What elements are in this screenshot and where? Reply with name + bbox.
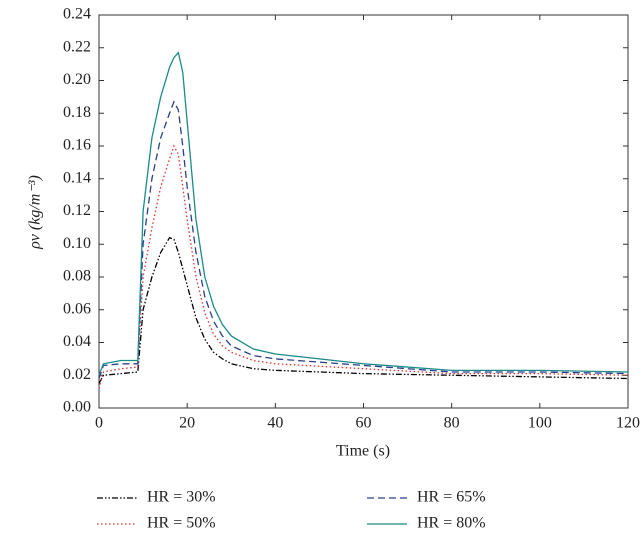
x-tick-label: 40	[267, 415, 283, 432]
y-tick-label: 0.10	[63, 235, 91, 252]
y-tick-label: 0.00	[63, 399, 91, 416]
plot-frame	[98, 14, 629, 409]
y-tick-label: 0.24	[63, 6, 91, 23]
x-tick-label: 60	[356, 415, 372, 432]
y-tick-label: 0.02	[63, 366, 91, 383]
series-line	[98, 144, 629, 389]
y-tick-label: 0.06	[63, 300, 91, 317]
x-tick-label: 80	[444, 415, 460, 432]
x-axis-label: Time (s)	[336, 443, 390, 460]
y-tick-label: 0.12	[63, 202, 91, 219]
legend-label: HR = 30%	[147, 489, 216, 506]
y-tick-label: 0.04	[63, 333, 91, 350]
series-line	[98, 236, 629, 384]
legend-label: HR = 50%	[147, 515, 216, 532]
x-tick-label: 120	[616, 415, 640, 432]
y-axis-label: ρv (kg/m⁻³)	[27, 175, 44, 250]
legend-label: HR = 80%	[417, 515, 486, 532]
y-tick-label: 0.14	[63, 169, 91, 186]
y-tick-label: 0.20	[63, 71, 91, 88]
legend-label: HR = 65%	[417, 489, 486, 506]
y-tick-label: 0.22	[63, 38, 91, 55]
x-tick-label: 0	[95, 415, 103, 432]
series-line	[98, 100, 629, 379]
x-tick-label: 100	[528, 415, 552, 432]
series-line	[98, 51, 629, 376]
y-tick-label: 0.08	[63, 268, 91, 285]
y-tick-label: 0.16	[63, 137, 91, 154]
y-tick-label: 0.18	[63, 104, 91, 121]
x-tick-label: 20	[179, 415, 195, 432]
